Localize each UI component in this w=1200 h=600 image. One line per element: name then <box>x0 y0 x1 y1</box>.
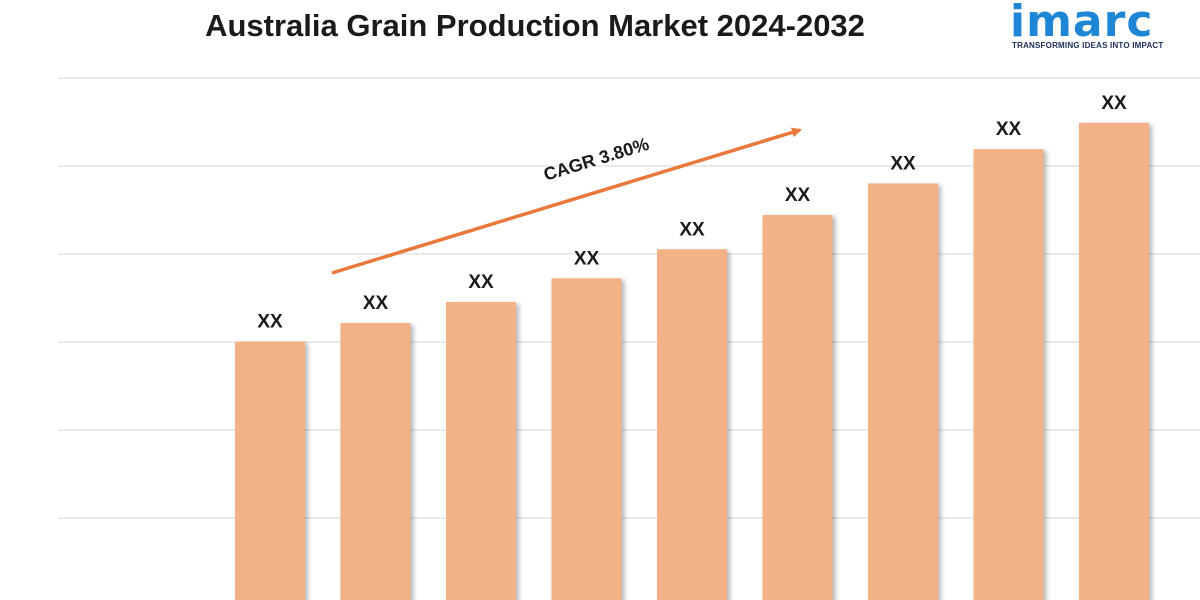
bar-2024 <box>235 341 305 600</box>
data-label-2027: XX <box>574 248 600 269</box>
data-label-2026: XX <box>468 272 494 293</box>
bar-2025 <box>340 323 411 600</box>
data-label-2031: XX <box>996 119 1022 140</box>
cagr-label: CAGR 3.80% <box>541 134 651 185</box>
bar-2026 <box>446 301 516 600</box>
bar-2031 <box>973 149 1044 600</box>
imarc-logo: imarc TRANSFORMING IDEAS INTO IMPACT <box>1010 0 1190 52</box>
bar-2027 <box>551 278 622 600</box>
bar-2030 <box>868 183 938 600</box>
cagr-annotation: CAGR 3.80% <box>331 127 802 275</box>
logo-wordmark: imarc <box>1010 0 1154 47</box>
bar-2028 <box>657 249 727 600</box>
bar-2029 <box>762 215 833 600</box>
logo-tagline: TRANSFORMING IDEAS INTO IMPACT <box>1012 41 1164 50</box>
data-label-2030: XX <box>890 153 916 174</box>
chart-title: Australia Grain Production Market 2024-2… <box>205 8 865 43</box>
data-label-2028: XX <box>679 219 705 240</box>
bars <box>235 122 1149 600</box>
data-label-2029: XX <box>785 185 811 206</box>
cagr-arrow <box>331 127 802 275</box>
data-label-2024: XX <box>257 312 283 333</box>
data-label-2025: XX <box>363 293 389 314</box>
bar-2032 <box>1079 122 1149 600</box>
data-labels: XX XX XX XX XX XX XX XX XX <box>257 93 1127 333</box>
data-label-2032: XX <box>1101 93 1127 114</box>
